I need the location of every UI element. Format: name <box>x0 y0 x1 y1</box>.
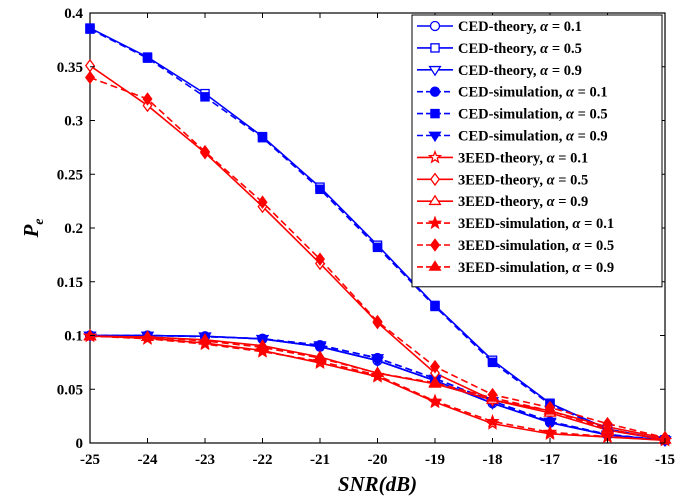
data-point <box>429 359 441 374</box>
data-point <box>428 376 442 387</box>
legend-marker <box>427 215 443 230</box>
data-point <box>543 404 557 415</box>
data-point <box>315 184 325 195</box>
legend-label: 3EED-simulation, α = 0.1 <box>458 216 614 232</box>
data-point <box>200 92 210 102</box>
data-point <box>542 424 558 439</box>
y-tick-label: 0.35 <box>57 60 83 76</box>
y-tick-label: 0 <box>76 436 84 452</box>
x-tick-label: -18 <box>483 452 503 468</box>
legend-marker <box>428 65 442 77</box>
data-point <box>430 301 440 312</box>
data-point <box>199 144 211 159</box>
legend-box <box>411 14 663 288</box>
legend-marker <box>428 131 442 143</box>
legend-marker <box>429 172 441 187</box>
y-tick-label: 0.3 <box>64 114 83 130</box>
x-axis-label: SNR(dB) <box>338 472 417 496</box>
legend-marker <box>429 86 441 97</box>
x-tick-label: -16 <box>598 452 618 468</box>
data-point <box>372 242 383 253</box>
legend-label: CED-simulation, α = 0.9 <box>458 129 608 145</box>
legend: CED-theory, α = 0.1 CED-theory, α = 0.5 CE… <box>411 14 663 288</box>
x-tick-label: -24 <box>138 452 158 468</box>
y-tick-label: 0.25 <box>57 167 83 183</box>
y-axis-label: Pe <box>19 218 47 238</box>
data-point <box>485 391 500 402</box>
legend-label: 3EED-theory, α = 0.9 <box>458 194 588 210</box>
x-tick-label: -15 <box>655 452 675 468</box>
x-tick-label: -25 <box>80 452 100 468</box>
series-markers <box>82 23 673 447</box>
legend-marker <box>428 260 442 271</box>
legend-marker <box>430 108 440 119</box>
y-tick-label: 0.05 <box>57 382 83 398</box>
x-tick-label: -20 <box>368 452 388 468</box>
legend-label: CED-theory, α = 0.5 <box>458 41 582 57</box>
data-point <box>487 357 498 368</box>
x-tick-label: -21 <box>310 452 330 468</box>
data-point <box>85 24 95 34</box>
y-tick-label: 0.1 <box>64 329 83 345</box>
x-tick-label: -17 <box>540 452 560 468</box>
legend-marker <box>427 149 443 164</box>
legend-marker <box>429 20 441 32</box>
data-point <box>257 195 268 209</box>
data-point <box>142 92 153 106</box>
legend-label: 3EED-theory, α = 0.1 <box>458 150 588 166</box>
y-tick-label: 0.4 <box>64 6 83 22</box>
y-axis: 0 0.05 0.1 0.15 0.2 0.25 0.3 0.35 0.4 <box>57 6 665 452</box>
legend-label: CED-theory, α = 0.9 <box>458 63 582 79</box>
x-tick-label: -19 <box>425 452 445 468</box>
legend-label: CED-simulation, α = 0.5 <box>458 107 608 123</box>
data-point <box>485 413 500 428</box>
legend-label: 3EED-simulation, α = 0.9 <box>458 260 614 276</box>
data-point <box>314 252 326 266</box>
legend-marker <box>429 238 441 252</box>
data-point <box>427 393 443 408</box>
data-point <box>84 70 96 85</box>
data-point <box>313 351 327 362</box>
legend-label: 3EED-theory, α = 0.5 <box>458 172 588 188</box>
x-tick-label: -22 <box>253 452 273 468</box>
data-point <box>370 366 385 378</box>
y-tick-label: 0.15 <box>57 275 83 291</box>
y-tick-label: 0.2 <box>64 221 83 237</box>
data-point <box>372 314 383 329</box>
legend-label: CED-simulation, α = 0.1 <box>458 85 608 101</box>
data-point <box>313 341 327 352</box>
data-point <box>543 417 557 429</box>
legend-marker <box>428 194 442 206</box>
data-point <box>255 340 270 352</box>
data-point <box>198 334 212 345</box>
legend-label: 3EED-simulation, α = 0.5 <box>458 238 614 254</box>
data-point <box>257 132 268 143</box>
x-axis: -25 -24 -23 -22 -21 -20 -19 -18 -17 -16 -15 <box>80 13 675 468</box>
x-tick-label: -23 <box>195 452 215 468</box>
data-point <box>142 53 153 63</box>
data-point <box>370 354 385 365</box>
data-point <box>140 330 155 342</box>
data-point <box>600 422 615 433</box>
series-line <box>89 76 666 439</box>
legend-marker <box>430 43 440 53</box>
legend-label: CED-theory, α = 0.1 <box>458 19 582 35</box>
